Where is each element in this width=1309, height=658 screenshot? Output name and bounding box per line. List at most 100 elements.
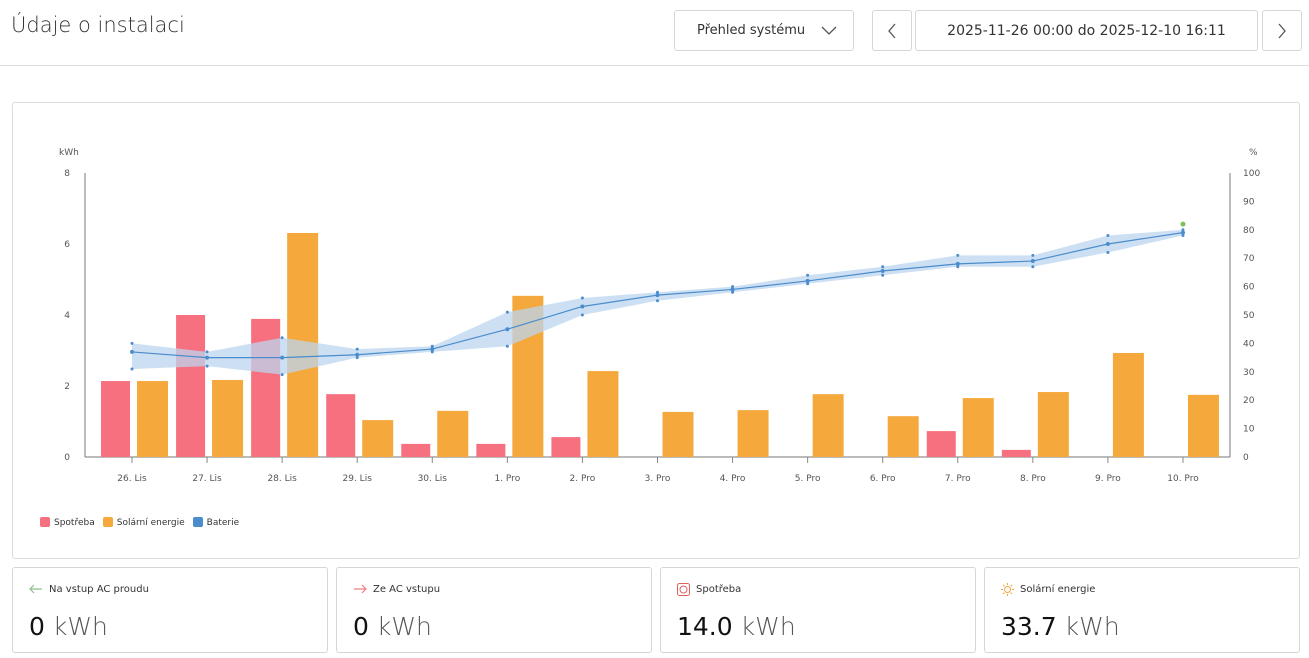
chevron-down-icon	[821, 26, 837, 35]
x-tick-label: 7. Pro	[945, 474, 971, 484]
y-tick-label: 8	[64, 169, 70, 179]
y-tick-label: 6	[64, 240, 70, 250]
battery-range-band	[132, 229, 1183, 375]
battery-point	[730, 287, 735, 292]
battery-max-point	[430, 344, 434, 348]
view-select[interactable]: Přehled systému	[674, 10, 854, 51]
bar-consumption	[326, 394, 356, 457]
battery-point	[1030, 259, 1035, 264]
y2-tick-label: 50	[1243, 311, 1255, 321]
bar-consumption	[176, 315, 206, 457]
next-period-button[interactable]	[1262, 10, 1302, 51]
bar-solar	[812, 394, 844, 457]
bar-solar	[1112, 352, 1144, 457]
battery-max-point	[806, 273, 810, 277]
chart-card: kWh% 0 2 4 6 8 0 10 20 30 40 50 60 70 80 90 100 26. Lis 27…	[12, 102, 1300, 559]
battery-point	[505, 327, 510, 332]
battery-max-point	[1181, 228, 1185, 232]
battery-max-point	[1106, 233, 1110, 237]
battery-point	[355, 352, 360, 357]
bar-solar	[737, 410, 769, 457]
battery-point	[280, 355, 285, 360]
battery-min-point	[1181, 233, 1185, 237]
arrow-left-icon	[29, 584, 42, 594]
y-axis-label: kWh	[59, 148, 79, 158]
battery-max-point	[580, 296, 584, 300]
x-tick-label: 30. Lis	[418, 474, 448, 484]
stat-card-solar: Solární energie 33.7 kWh	[984, 567, 1300, 653]
battery-min-point	[655, 299, 659, 303]
y2-tick-label: 0	[1243, 453, 1249, 463]
x-tick-label: 3. Pro	[645, 474, 671, 484]
battery-max-point	[505, 310, 509, 314]
battery-max-point	[1031, 253, 1035, 257]
chevron-left-icon	[888, 23, 896, 38]
bar-solar	[662, 411, 694, 457]
bar-consumption	[401, 443, 431, 457]
battery-point	[655, 293, 660, 298]
battery-max-point	[956, 253, 960, 257]
x-tick-label: 27. Lis	[192, 474, 222, 484]
battery-point	[580, 304, 585, 309]
battery-max-point	[280, 336, 284, 340]
bar-solar	[362, 420, 394, 457]
bar-consumption	[476, 443, 506, 457]
battery-point	[205, 355, 210, 360]
y2-axis-label: %	[1249, 148, 1258, 158]
y2-tick-label: 30	[1243, 368, 1255, 378]
bar-solar	[1037, 392, 1069, 457]
battery-max-point	[130, 341, 134, 345]
y2-tick-label: 60	[1243, 283, 1255, 293]
previous-period-button[interactable]	[872, 10, 912, 51]
stat-card-from-ac-input: Ze AC vstupu 0 kWh	[336, 567, 652, 653]
battery-max-point	[731, 285, 735, 289]
x-tick-label: 26. Lis	[117, 474, 147, 484]
legend-consumption[interactable]: Spotřeba	[40, 517, 95, 528]
y2-tick-label: 70	[1243, 254, 1255, 264]
battery-point	[1105, 242, 1110, 246]
view-select-value: Přehled systému	[697, 23, 806, 38]
battery-min-point	[1031, 265, 1035, 269]
x-tick-label: 28. Lis	[267, 474, 297, 484]
battery-min-point	[355, 356, 359, 360]
battery-point	[1180, 230, 1185, 235]
chevron-right-icon	[1278, 23, 1286, 38]
bar-solar	[437, 410, 469, 457]
battery-latest-point	[1180, 221, 1186, 227]
x-tick-label: 10. Pro	[1167, 474, 1199, 484]
y2-tick-label: 80	[1243, 226, 1255, 236]
x-tick-label: 1. Pro	[494, 474, 520, 484]
bar-solar	[1187, 394, 1219, 457]
bar-consumption	[101, 381, 130, 457]
bar-consumption	[551, 437, 581, 457]
battery-min-point	[731, 290, 735, 294]
battery-max-point	[355, 347, 359, 351]
battery-point	[430, 347, 435, 352]
header-divider	[0, 65, 1309, 66]
bar-solar	[212, 379, 244, 457]
date-range-field[interactable]: 2025-11-26 00:00 do 2025-12-10 16:11	[915, 10, 1258, 51]
battery-min-point	[505, 344, 509, 348]
battery-max-point	[881, 265, 885, 269]
legend-battery[interactable]: Baterie	[192, 517, 239, 528]
bar-solar	[962, 398, 994, 457]
arrow-right-icon	[354, 584, 367, 594]
outlet-icon	[677, 582, 690, 596]
legend-solar[interactable]: Solární energie	[102, 517, 185, 528]
chart-legend: Spotřeba Solární energie Baterie	[40, 517, 239, 528]
battery-min-point	[205, 364, 209, 368]
bar-consumption	[926, 431, 956, 457]
battery-min-point	[130, 367, 134, 371]
battery-point	[805, 278, 810, 283]
sun-icon	[1001, 582, 1014, 596]
x-tick-label: 8. Pro	[1020, 474, 1046, 484]
y2-tick-label: 100	[1243, 169, 1260, 179]
battery-min-point	[806, 282, 810, 286]
battery-min-point	[580, 313, 584, 317]
battery-min-point	[1106, 251, 1110, 255]
battery-min-point	[280, 373, 284, 377]
battery-max-point	[205, 350, 209, 354]
y-tick-label: 0	[64, 453, 70, 463]
stat-card-consumption: Spotřeba 14.0 kWh	[660, 567, 976, 653]
page-title: Údaje o instalaci	[11, 13, 185, 37]
